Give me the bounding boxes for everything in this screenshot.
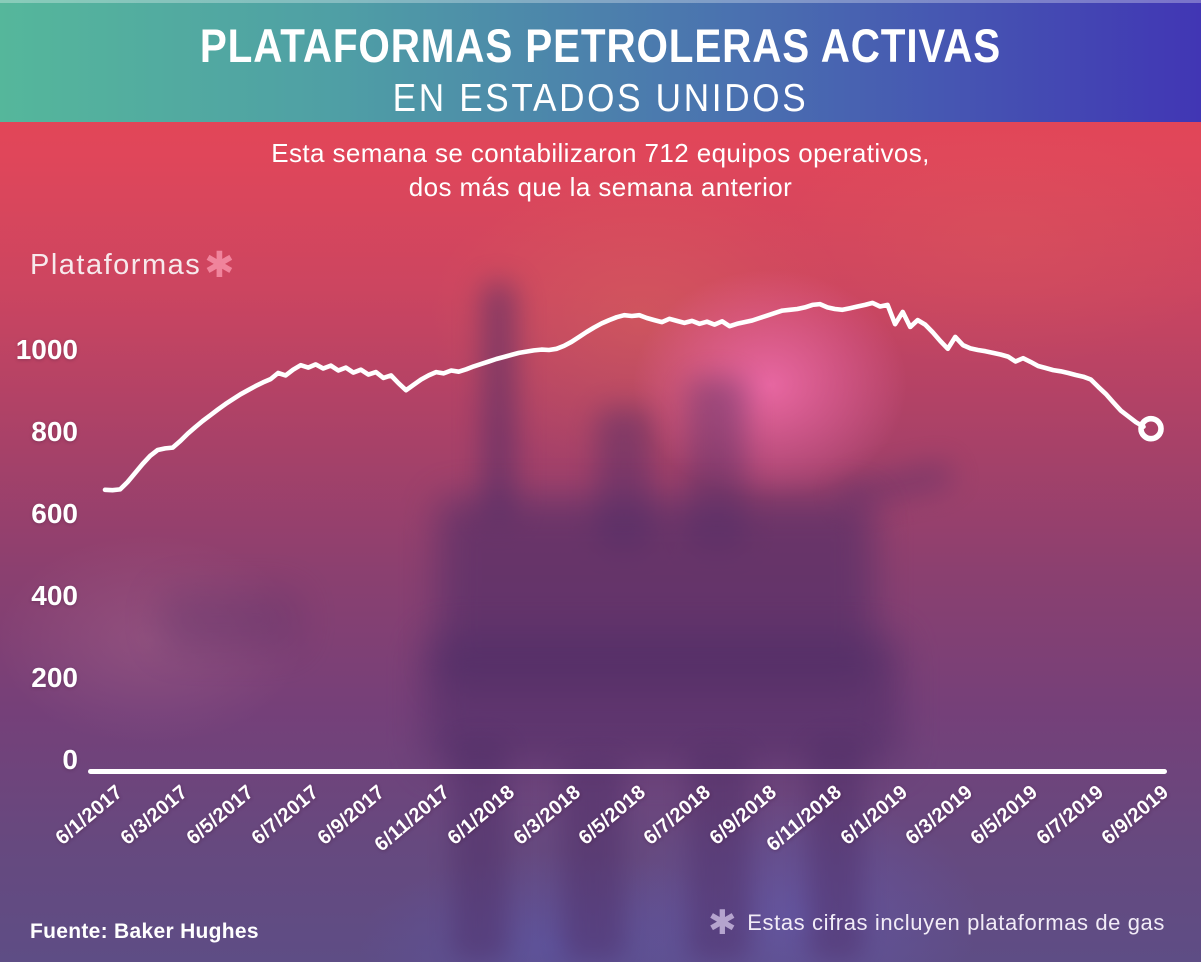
page-subtitle: EN ESTADOS UNIDOS xyxy=(392,77,809,120)
asterisk-icon: ✱ xyxy=(708,904,738,942)
background-dark-patch xyxy=(160,590,300,650)
y-tick-label: 600 xyxy=(31,498,78,529)
y-tick-label: 1000 xyxy=(15,334,78,365)
summary-line-1: Esta semana se contabilizaron 712 equipo… xyxy=(271,138,930,168)
y-tick-label: 0 xyxy=(62,744,78,775)
y-tick-label: 200 xyxy=(31,662,78,693)
rig-leg-shape-2 xyxy=(562,758,624,962)
rig-leg-shape-4 xyxy=(808,738,864,962)
footnote: ✱ Estas cifras incluyen plataformas de g… xyxy=(708,903,1165,943)
chart-line xyxy=(102,300,1146,493)
rig-hull-shape xyxy=(426,636,900,766)
summary-text: Esta semana se contabilizaron 712 equipo… xyxy=(0,136,1201,204)
footnote-text: Estas cifras incluyen plataformas de gas xyxy=(747,910,1165,935)
page-title: PLATAFORMAS PETROLERAS ACTIVAS xyxy=(199,19,1002,72)
header-band: PLATAFORMAS PETROLERAS ACTIVAS EN ESTADO… xyxy=(0,0,1201,122)
rig-leg-shape-3 xyxy=(688,748,750,962)
rig-mast-shape xyxy=(482,282,516,522)
y-tick-label: 400 xyxy=(31,580,78,611)
source-credit: Fuente: Baker Hughes xyxy=(30,920,259,943)
y-axis-label-text: Plataformas xyxy=(30,249,202,281)
rig-leg-shape-1 xyxy=(452,738,508,962)
y-axis-label: Plataformas✱ xyxy=(30,244,236,286)
asterisk-icon: ✱ xyxy=(204,244,236,285)
y-tick-label: 800 xyxy=(31,416,78,447)
x-axis-line xyxy=(88,769,1167,774)
summary-line-2: dos más que la semana anterior xyxy=(408,172,793,202)
chart-end-marker xyxy=(1138,415,1164,442)
